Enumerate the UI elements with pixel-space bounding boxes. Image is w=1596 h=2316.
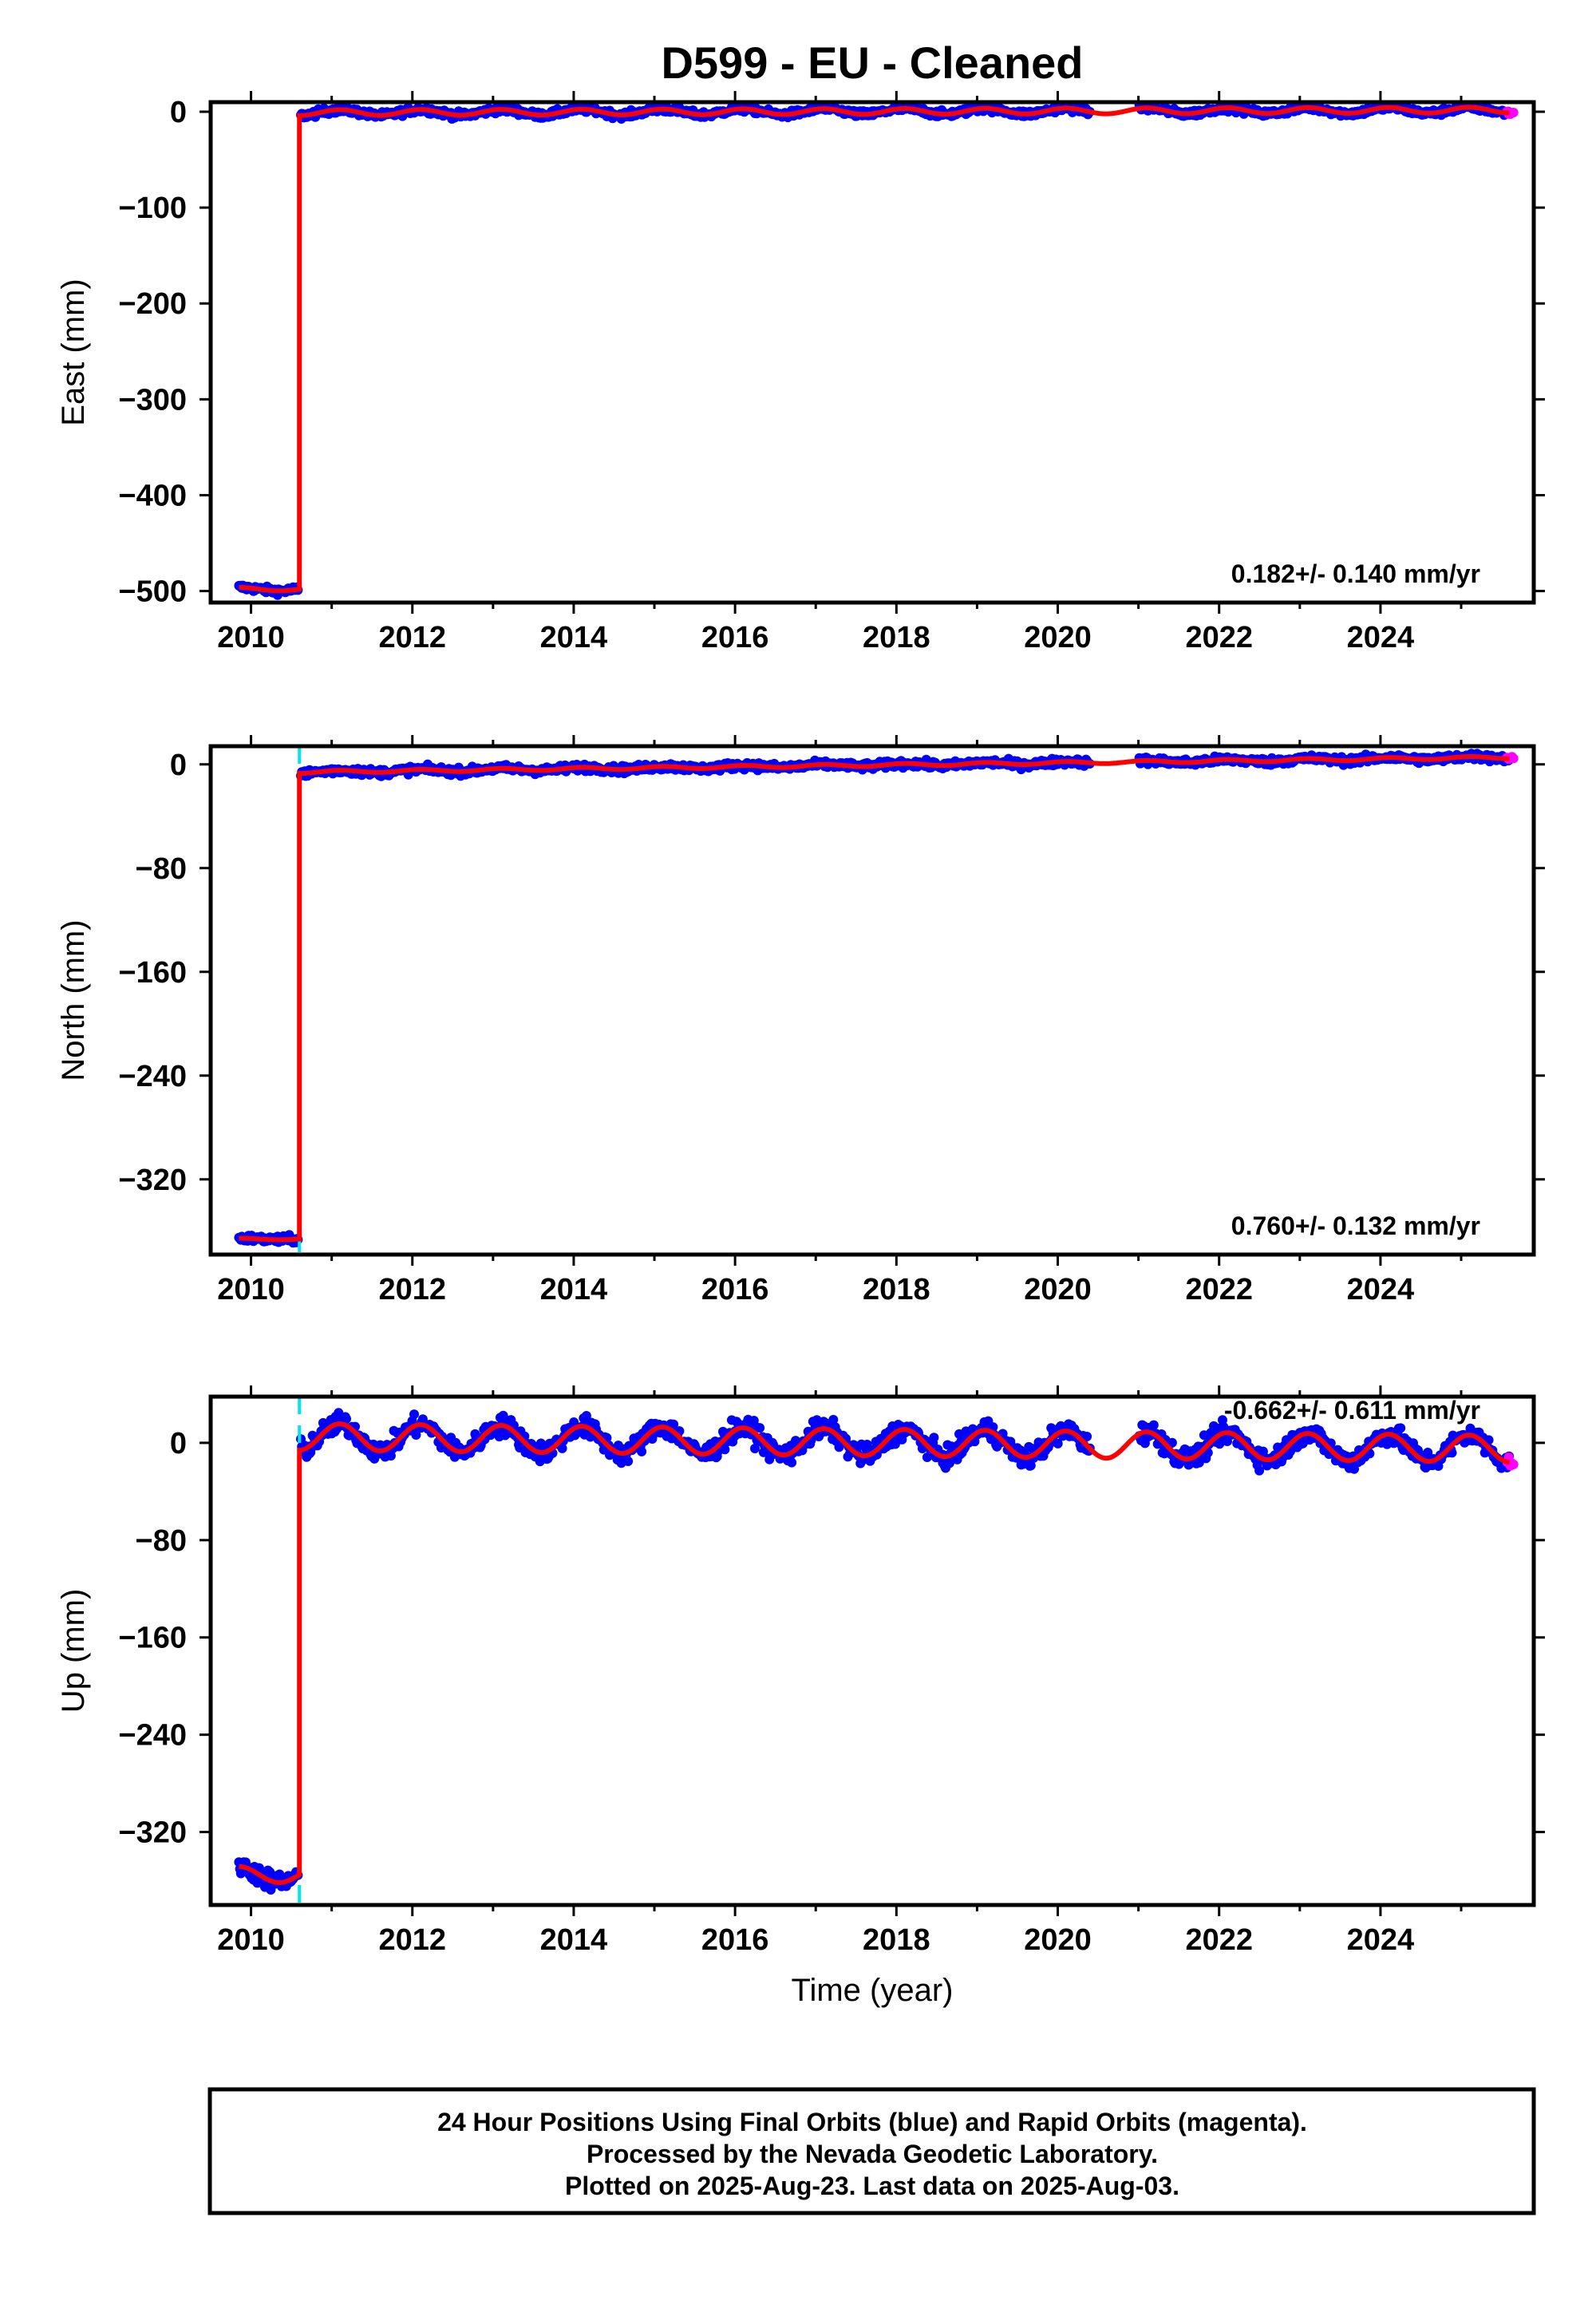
x-tick-label: 2022: [1185, 1923, 1253, 1957]
plot-frame: [208, 1394, 1536, 1907]
final-orbit-point: [1025, 1460, 1036, 1471]
x-tick-label: 2012: [378, 1923, 446, 1957]
y-tick-label: 0: [170, 1427, 187, 1460]
final-orbit-point: [385, 1451, 396, 1461]
x-tick-label: 2012: [378, 621, 446, 654]
final-orbit-point: [1053, 1438, 1063, 1448]
rapid-orbit-point: [1508, 1460, 1519, 1469]
y-axis-label: East (mm): [56, 279, 91, 425]
x-tick-label: 2020: [1024, 1273, 1092, 1306]
footer-line-processed: Processed by the Nevada Geodetic Laborat…: [587, 2140, 1158, 2168]
y-tick-label: −240: [118, 1719, 187, 1753]
north-panel: 2010 2012 2014 2016 2018 2020 2022 2024 0 −80 −160…: [56, 735, 1545, 1306]
x-tick-label: 2024: [1347, 1923, 1415, 1957]
final-orbit-point: [1223, 1437, 1232, 1446]
x-axis-label: Time (year): [792, 1973, 954, 2008]
y-tick-label: −160: [118, 956, 187, 990]
final-orbit-point: [581, 1411, 591, 1421]
final-orbit-point: [411, 1430, 421, 1440]
x-tick-label: 2012: [378, 1273, 446, 1306]
final-orbit-point: [498, 1410, 508, 1421]
y-tick-label: −80: [136, 1524, 187, 1558]
y-tick-label: −300: [118, 383, 187, 417]
x-tick-label: 2016: [701, 621, 769, 654]
x-tick-label: 2010: [217, 1923, 285, 1957]
model-fit-line: [239, 1421, 1510, 1886]
x-tick-label: 2018: [863, 621, 930, 654]
final-orbit-point: [755, 1423, 765, 1433]
model-fit-line: [239, 105, 1510, 594]
final-orbit-point: [1396, 1423, 1406, 1433]
final-orbit-point: [1167, 1437, 1177, 1448]
y-tick-label: −240: [118, 1060, 187, 1093]
y-tick-label: 0: [170, 749, 187, 782]
x-tick-label: 2014: [540, 1923, 608, 1957]
plot-frame: [208, 100, 1536, 605]
final-orbit-point: [342, 1413, 351, 1424]
y-tick-label: −80: [136, 852, 187, 886]
y-tick-label: −320: [118, 1816, 187, 1850]
plot-area: [234, 1397, 1519, 1905]
footer-line-plotted: Plotted on 2025-Aug-23. Last data on 202…: [565, 2172, 1179, 2200]
plot-frame: [208, 744, 1536, 1257]
final-orbit-point: [929, 1433, 939, 1443]
x-tick-label: 2016: [701, 1923, 769, 1957]
final-orbit-point: [787, 1457, 797, 1468]
x-tick-label: 2024: [1347, 1273, 1415, 1306]
y-tick-label: −500: [118, 575, 187, 609]
y-tick-label: −160: [118, 1622, 187, 1655]
x-tick-label: 2018: [863, 1273, 930, 1306]
y-tick-label: 0: [170, 96, 187, 129]
footer-box: 24 Hour Positions Using Final Orbits (bl…: [207, 2087, 1536, 2215]
y-tick-label: −100: [118, 192, 187, 225]
x-tick-label: 2018: [863, 1923, 930, 1957]
chart-title: D599 - EU - Cleaned: [661, 38, 1083, 88]
rate-label: -0.662+/- 0.611 mm/yr: [1224, 1396, 1480, 1425]
final-orbit-point: [409, 1409, 419, 1420]
final-orbit-point: [557, 1443, 567, 1453]
final-orbit-point: [944, 1458, 954, 1468]
model-fit-line: [239, 754, 1510, 1243]
x-tick-label: 2016: [701, 1273, 769, 1306]
x-tick-label: 2022: [1185, 621, 1253, 654]
rapid-orbit-point: [1508, 108, 1519, 117]
final-orbit-point: [1082, 1432, 1092, 1441]
rate-label: 0.182+/- 0.140 mm/yr: [1231, 559, 1480, 588]
final-orbit-point: [862, 1440, 872, 1449]
final-orbit-point: [623, 1456, 634, 1466]
x-tick-label: 2010: [217, 1273, 285, 1306]
y-tick-label: −200: [118, 287, 187, 321]
east-panel: 2010 2012 2014 2016 2018 2020 2022 2024 0 −100 −20…: [56, 91, 1545, 654]
x-tick-label: 2020: [1024, 1923, 1092, 1957]
rapid-orbit-point: [1508, 753, 1519, 764]
final-orbit-point: [720, 1445, 730, 1455]
final-orbit-point: [669, 1419, 679, 1429]
footer-line-orbits: 24 Hour Positions Using Final Orbits (bl…: [437, 2108, 1307, 2136]
final-orbit-point: [1194, 1457, 1204, 1468]
final-orbit-point: [637, 1446, 647, 1456]
final-orbit-point: [828, 1414, 839, 1425]
x-tick-label: 2022: [1185, 1273, 1253, 1306]
plot-area: [234, 746, 1519, 1255]
x-tick-label: 2014: [540, 1273, 608, 1306]
rate-label: 0.760+/- 0.132 mm/yr: [1231, 1211, 1480, 1240]
final-orbit-point: [1148, 1420, 1159, 1430]
y-tick-label: −320: [118, 1164, 187, 1197]
up-panel: 2010 2012 2014 2016 2018 2020 2022 2024 0 −80 −160…: [56, 1385, 1545, 2008]
y-axis-label: North (mm): [56, 919, 91, 1081]
x-tick-label: 2010: [217, 621, 285, 654]
final-orbit-point: [1254, 1465, 1265, 1476]
y-axis-label: Up (mm): [56, 1589, 91, 1713]
x-tick-label: 2024: [1347, 621, 1415, 654]
footer-frame: [207, 2087, 1536, 2215]
y-tick-label: −400: [118, 479, 187, 512]
plot-area: [234, 102, 1519, 600]
x-tick-label: 2020: [1024, 621, 1092, 654]
x-tick-label: 2014: [540, 621, 608, 654]
